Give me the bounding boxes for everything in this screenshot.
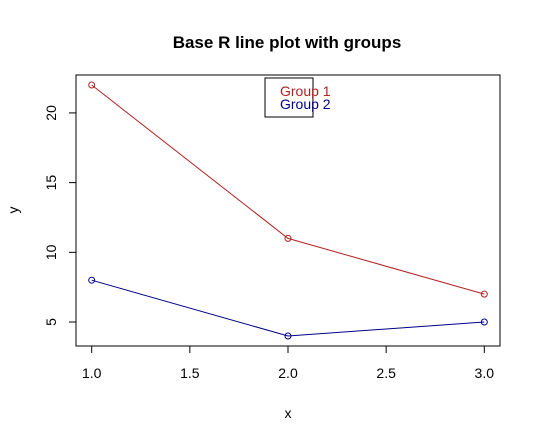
- y-axis: 5 10 15 20: [43, 105, 77, 326]
- series-line: [91, 84, 485, 295]
- y-tick-label: 10: [43, 244, 59, 260]
- x-tick-label: 3.0: [475, 365, 495, 381]
- data-point: [284, 234, 292, 242]
- series-1: [88, 81, 488, 298]
- y-tick-label: 5: [43, 318, 59, 326]
- x-tick-label: 1.0: [82, 365, 102, 381]
- y-tick-label: 15: [43, 175, 59, 191]
- series-layer: [88, 81, 488, 340]
- legend-box: [264, 77, 314, 118]
- x-axis: 1.0 1.5 2.0 2.5 3.0: [82, 345, 495, 381]
- series-line: [91, 279, 485, 337]
- data-point: [480, 290, 488, 298]
- data-point: [284, 332, 292, 340]
- x-axis-label: x: [285, 405, 292, 421]
- legend-entry: Group 2: [280, 96, 331, 112]
- data-point: [480, 318, 488, 326]
- legend-entry: Group 1: [280, 83, 331, 99]
- chart-title: Base R line plot with groups: [173, 33, 402, 52]
- y-axis-label: y: [5, 207, 21, 214]
- data-point: [88, 81, 96, 89]
- x-tick-label: 1.5: [180, 365, 200, 381]
- series-2: [88, 276, 488, 340]
- data-point: [88, 276, 96, 284]
- y-tick-label: 20: [43, 105, 59, 121]
- x-tick-label: 2.0: [278, 365, 298, 381]
- x-tick-label: 2.5: [376, 365, 396, 381]
